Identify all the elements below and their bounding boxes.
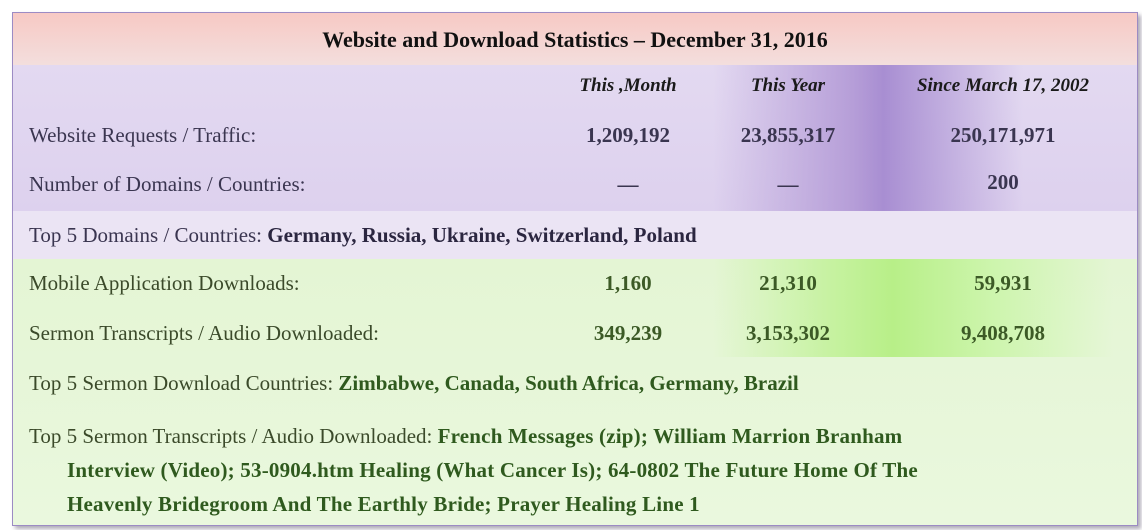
top5-transcripts-line1: French Messages (zip); William Marrion B…: [437, 424, 903, 448]
website-highlight: [713, 65, 1023, 211]
column-header-this-year: This Year: [750, 75, 826, 96]
value-domains-year: —: [777, 172, 799, 196]
row-label-domains: Number of Domains / Countries:: [29, 172, 306, 196]
download-highlight: [713, 259, 1113, 357]
title-band: [13, 13, 1137, 65]
top5-domains: Top 5 Domains / Countries: Germany, Russ…: [29, 223, 697, 248]
top5-transcripts-line2: Interview (Video); 53-0904.htm Healing (…: [67, 458, 918, 482]
top5-transcripts: Top 5 Sermon Transcripts / Audio Downloa…: [29, 419, 1109, 521]
row-label-website-requests: Website Requests / Traffic:: [29, 123, 257, 147]
value-domains-month: —: [617, 172, 639, 196]
value-domains-total: 200: [987, 170, 1019, 194]
value-website-requests-month: 1,209,192: [586, 123, 670, 147]
row-label-mobile-downloads: Mobile Application Downloads:: [29, 271, 300, 295]
value-mobile-downloads-year: 21,310: [759, 271, 817, 295]
statistics-panel: Website and Download Statistics – Decemb…: [12, 12, 1138, 526]
value-website-requests-year: 23,855,317: [740, 123, 836, 147]
top5-sermon-countries-value: Zimbabwe, Canada, South Africa, Germany,…: [338, 371, 799, 395]
top-domains-band: [13, 211, 1137, 259]
top5-domains-label: Top 5 Domains / Countries:: [29, 223, 263, 247]
column-header-since-2002: Since March 17, 2002: [916, 75, 1090, 96]
value-sermon-downloads-total: 9,408,708: [961, 321, 1045, 345]
top5-transcripts-label: Top 5 Sermon Transcripts / Audio Downloa…: [29, 424, 433, 448]
row-label-sermon-downloads: Sermon Transcripts / Audio Downloaded:: [29, 321, 379, 345]
value-sermon-downloads-month: 349,239: [593, 321, 663, 345]
value-sermon-downloads-year: 3,153,302: [746, 321, 830, 345]
top5-transcripts-line3: Heavenly Bridegroom And The Earthly Brid…: [67, 492, 700, 516]
page-title: Website and Download Statistics – Decemb…: [322, 27, 828, 52]
value-mobile-downloads-total: 59,931: [974, 271, 1032, 295]
top5-sermon-countries: Top 5 Sermon Download Countries: Zimbabw…: [29, 371, 799, 396]
column-header-this-month: This ,Month: [579, 75, 677, 96]
top5-sermon-countries-label: Top 5 Sermon Download Countries:: [29, 371, 334, 395]
value-mobile-downloads-month: 1,160: [604, 271, 652, 295]
top5-domains-value: Germany, Russia, Ukraine, Switzerland, P…: [267, 223, 697, 247]
value-website-requests-total: 250,171,971: [950, 123, 1056, 147]
